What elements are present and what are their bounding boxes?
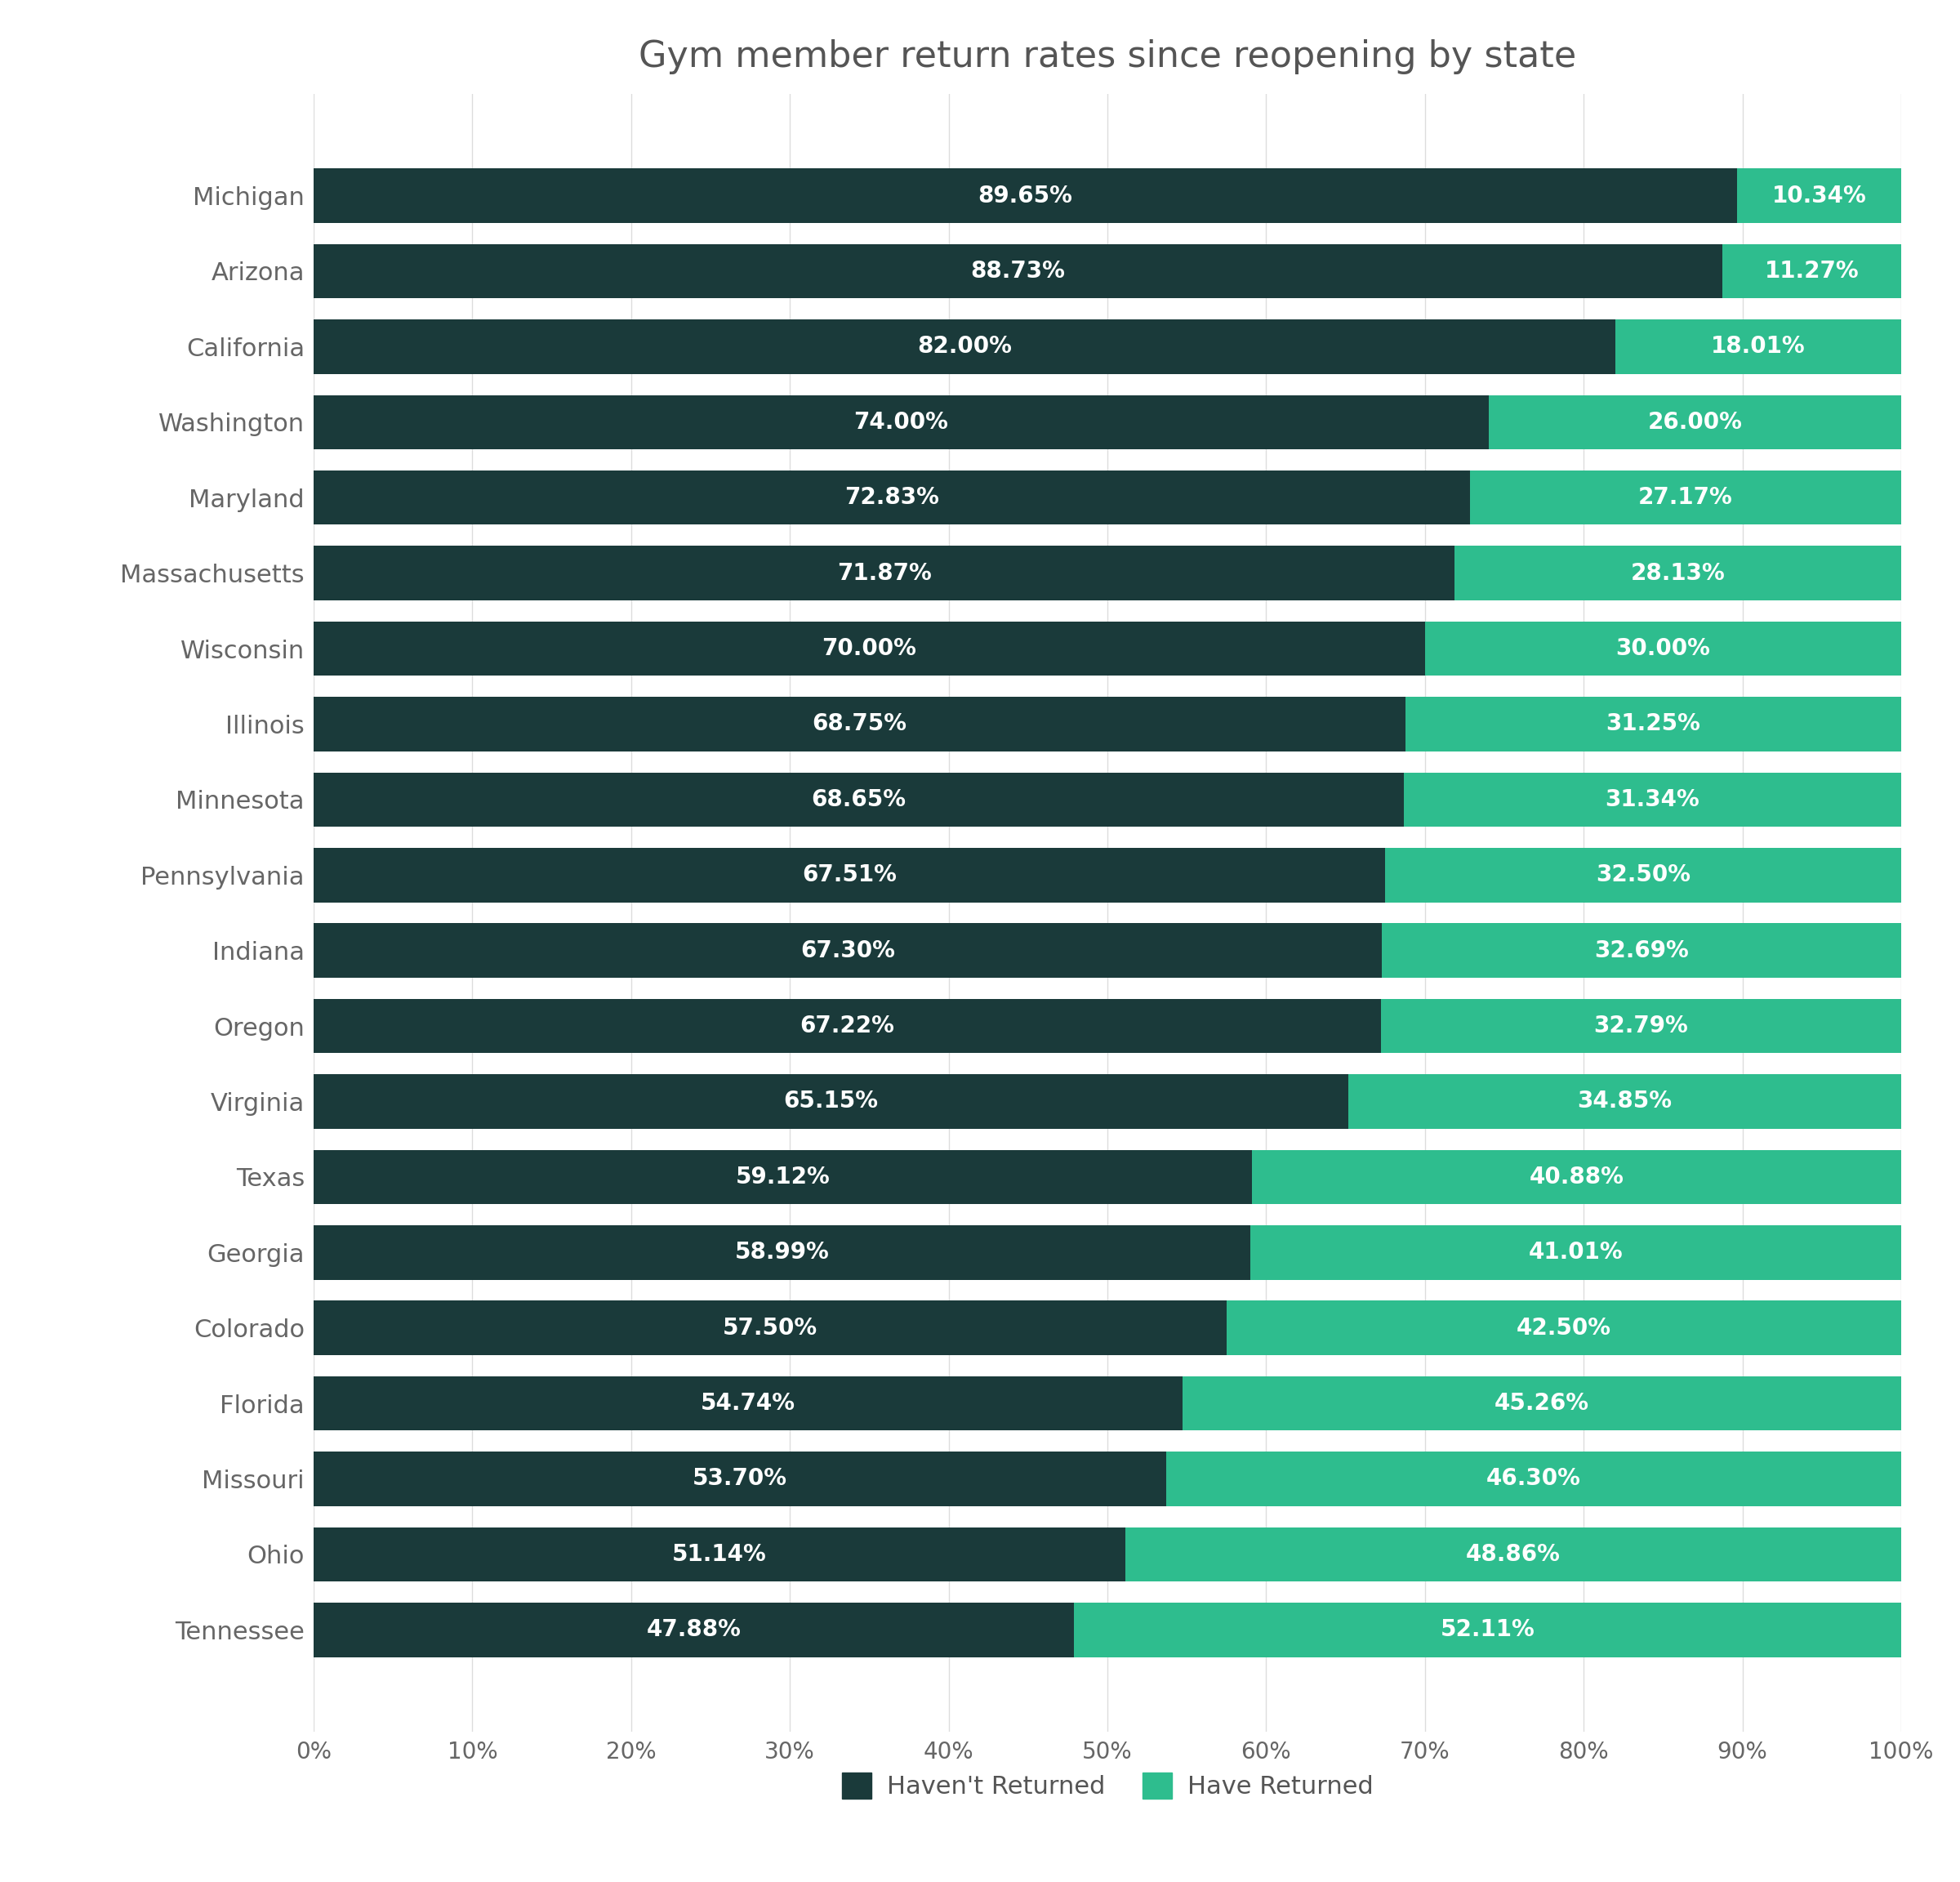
Bar bbox=[1470, 470, 1901, 525]
Text: 68.75%: 68.75% bbox=[811, 713, 907, 736]
Text: 88.73%: 88.73% bbox=[970, 260, 1064, 282]
Text: 32.50%: 32.50% bbox=[1595, 864, 1691, 886]
Text: 72.83%: 72.83% bbox=[845, 486, 939, 508]
Text: 67.30%: 67.30% bbox=[800, 939, 896, 962]
Text: 59.12%: 59.12% bbox=[735, 1165, 831, 1188]
Text: 52.11%: 52.11% bbox=[1441, 1619, 1535, 1641]
Bar bbox=[1125, 1526, 1901, 1581]
Bar bbox=[314, 1451, 1166, 1506]
Bar bbox=[1252, 1150, 1901, 1204]
Text: 26.00%: 26.00% bbox=[1648, 410, 1742, 433]
Bar bbox=[314, 470, 1470, 525]
Bar bbox=[1074, 1603, 1901, 1656]
Text: 46.30%: 46.30% bbox=[1486, 1468, 1582, 1491]
Text: 31.34%: 31.34% bbox=[1605, 789, 1699, 811]
Bar bbox=[1405, 696, 1901, 751]
Bar bbox=[1737, 169, 1901, 222]
Text: 45.26%: 45.26% bbox=[1495, 1393, 1590, 1415]
Bar bbox=[314, 1603, 1074, 1656]
Bar bbox=[314, 696, 1405, 751]
Bar bbox=[1348, 1075, 1901, 1129]
Text: 27.17%: 27.17% bbox=[1639, 486, 1733, 508]
Bar bbox=[314, 395, 1488, 450]
Bar bbox=[314, 621, 1425, 676]
Bar bbox=[314, 169, 1737, 222]
Bar bbox=[314, 320, 1615, 375]
Text: 30.00%: 30.00% bbox=[1615, 638, 1711, 661]
Text: 70.00%: 70.00% bbox=[821, 638, 917, 661]
Bar bbox=[1227, 1300, 1901, 1355]
Bar bbox=[1386, 849, 1901, 901]
Text: 57.50%: 57.50% bbox=[723, 1317, 817, 1340]
Text: 32.79%: 32.79% bbox=[1593, 1014, 1688, 1037]
Bar bbox=[314, 849, 1386, 901]
Bar bbox=[314, 245, 1723, 299]
Bar bbox=[1403, 772, 1901, 826]
Bar bbox=[314, 999, 1380, 1054]
Bar bbox=[314, 1075, 1348, 1129]
Text: 67.22%: 67.22% bbox=[800, 1014, 894, 1037]
Bar bbox=[1382, 924, 1901, 977]
Text: 31.25%: 31.25% bbox=[1605, 713, 1701, 736]
Bar bbox=[314, 1225, 1250, 1280]
Bar bbox=[1380, 999, 1901, 1054]
Legend: Haven't Returned, Have Returned: Haven't Returned, Have Returned bbox=[831, 1763, 1384, 1809]
Text: 65.15%: 65.15% bbox=[784, 1090, 878, 1112]
Bar bbox=[1182, 1376, 1901, 1430]
Bar bbox=[1615, 320, 1901, 375]
Text: 40.88%: 40.88% bbox=[1529, 1165, 1625, 1188]
Text: 51.14%: 51.14% bbox=[672, 1543, 766, 1566]
Bar bbox=[314, 1150, 1252, 1204]
Text: 67.51%: 67.51% bbox=[802, 864, 898, 886]
Bar bbox=[314, 1526, 1125, 1581]
Text: 82.00%: 82.00% bbox=[917, 335, 1011, 358]
Title: Gym member return rates since reopening by state: Gym member return rates since reopening … bbox=[639, 40, 1576, 73]
Text: 68.65%: 68.65% bbox=[811, 789, 906, 811]
Text: 71.87%: 71.87% bbox=[837, 561, 931, 585]
Text: 18.01%: 18.01% bbox=[1711, 335, 1805, 358]
Bar bbox=[1250, 1225, 1901, 1280]
Text: 89.65%: 89.65% bbox=[978, 184, 1072, 207]
Text: 47.88%: 47.88% bbox=[647, 1619, 741, 1641]
Bar bbox=[1454, 546, 1901, 600]
Text: 32.69%: 32.69% bbox=[1593, 939, 1690, 962]
Text: 11.27%: 11.27% bbox=[1764, 260, 1858, 282]
Bar bbox=[1166, 1451, 1901, 1506]
Bar bbox=[314, 1300, 1227, 1355]
Bar bbox=[314, 546, 1454, 600]
Text: 28.13%: 28.13% bbox=[1631, 561, 1725, 585]
Text: 53.70%: 53.70% bbox=[692, 1468, 788, 1491]
Text: 10.34%: 10.34% bbox=[1772, 184, 1866, 207]
Bar bbox=[1488, 395, 1901, 450]
Bar bbox=[1425, 621, 1901, 676]
Bar bbox=[314, 1376, 1182, 1430]
Text: 41.01%: 41.01% bbox=[1529, 1240, 1623, 1265]
Text: 48.86%: 48.86% bbox=[1466, 1543, 1560, 1566]
Text: 42.50%: 42.50% bbox=[1517, 1317, 1611, 1340]
Text: 58.99%: 58.99% bbox=[735, 1240, 829, 1265]
Text: 54.74%: 54.74% bbox=[702, 1393, 796, 1415]
Bar bbox=[314, 924, 1382, 977]
Bar bbox=[314, 772, 1403, 826]
Text: 74.00%: 74.00% bbox=[855, 410, 949, 433]
Bar bbox=[1723, 245, 1901, 299]
Text: 34.85%: 34.85% bbox=[1578, 1090, 1672, 1112]
